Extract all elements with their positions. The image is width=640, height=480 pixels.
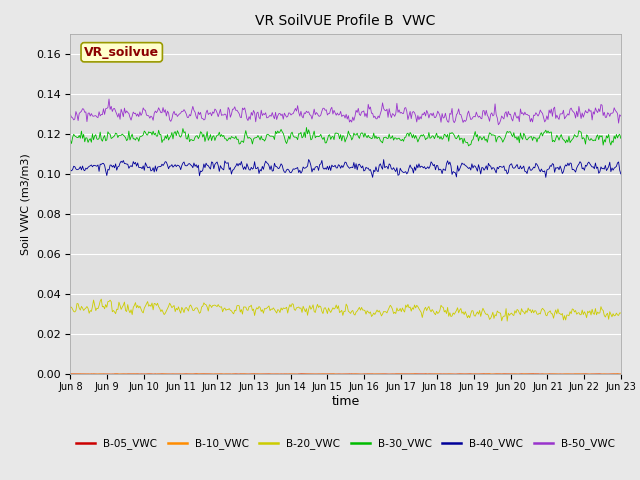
Text: VR_soilvue: VR_soilvue (84, 46, 159, 59)
Y-axis label: Soil VWC (m3/m3): Soil VWC (m3/m3) (20, 153, 30, 255)
Legend: B-05_VWC, B-10_VWC, B-20_VWC, B-30_VWC, B-40_VWC, B-50_VWC: B-05_VWC, B-10_VWC, B-20_VWC, B-30_VWC, … (72, 434, 619, 454)
X-axis label: time: time (332, 395, 360, 408)
Title: VR SoilVUE Profile B  VWC: VR SoilVUE Profile B VWC (255, 14, 436, 28)
